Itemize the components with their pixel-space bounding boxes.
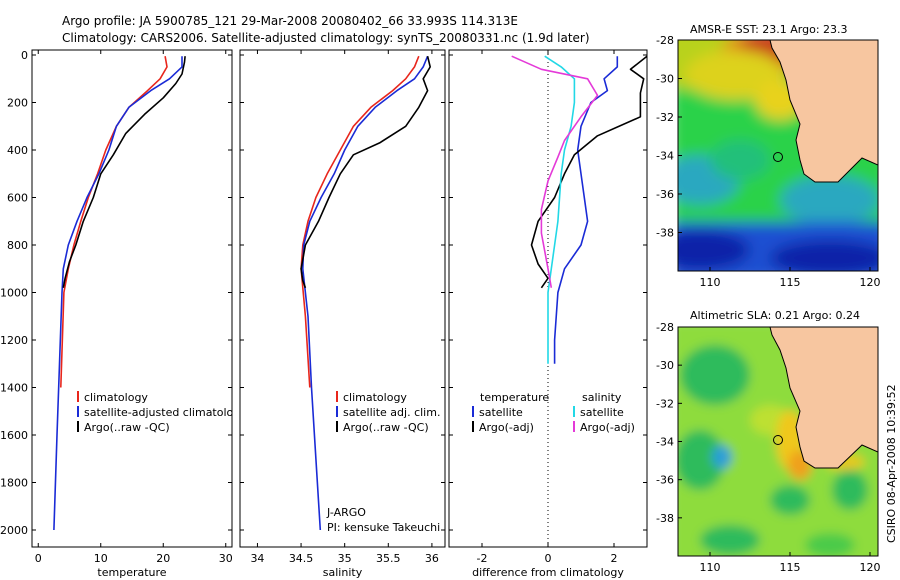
sst-float-marker: [773, 152, 783, 162]
sst-map-xtick-label: 110: [700, 276, 721, 289]
salinity-series-line-2: [300, 56, 432, 289]
sla-coastline: [769, 327, 878, 469]
sst-map-ytick-label: -30: [656, 73, 674, 86]
salinity-series-line-1: [301, 55, 429, 531]
sla-map-ytick-label: -38: [656, 512, 674, 525]
sst-coastline: [769, 40, 878, 183]
salinity-xtick-label: 35.5: [376, 552, 401, 565]
salinity-plot-frame: [239, 49, 446, 548]
sla-map-ytick-label: -32: [656, 397, 674, 410]
sal-satellite-legend-label: satellite: [580, 406, 624, 419]
satellite-adjusted-legend-label: satellite-adjusted climatology: [84, 406, 247, 419]
depth-ytick-label: 1000: [0, 287, 28, 300]
title-line-1: Argo profile: JA 5900785_121 29-Mar-2008…: [62, 14, 518, 28]
sst-map-axes: 110 115 120 -28 -30 -32 -34 -36 -38: [656, 34, 880, 289]
difference-series-line-2: [544, 55, 576, 364]
temperature-xtick-label: 0: [35, 552, 42, 565]
title-line-2: Climatology: CARS2006. Satellite-adjuste…: [62, 31, 590, 45]
argo-program-label: J-ARGO: [326, 506, 366, 519]
salinity-xtick-label: 34: [250, 552, 264, 565]
depth-ytick-label: 200: [7, 97, 28, 110]
climatology-legend-label: climatology: [343, 391, 407, 404]
legend-header-temperature: temperature: [480, 391, 549, 404]
climatology-legend-label: climatology: [84, 391, 148, 404]
temp-argo-legend-label: Argo(-adj): [479, 421, 534, 434]
sst-map-xtick-label: 120: [860, 276, 881, 289]
argo-legend-label: Argo(..raw -QC): [84, 421, 170, 434]
sla-map-ytick-label: -36: [656, 474, 674, 487]
sst-map: [678, 40, 878, 271]
depth-ytick-label: 1600: [0, 429, 28, 442]
temperature-plot-frame: [31, 49, 233, 548]
sla-map-xtick-label: 120: [860, 561, 881, 574]
depth-ytick-label: 400: [7, 144, 28, 157]
temperature-xtick-label: 30: [219, 552, 233, 565]
legend-header-salinity: salinity: [582, 391, 622, 404]
salinity-series-group: [300, 55, 432, 531]
sla-map-title: Altimetric SLA: 0.21 Argo: 0.24: [690, 309, 860, 322]
difference-xtick-label: 0: [545, 552, 552, 565]
sst-map-ytick-label: -32: [656, 111, 674, 124]
sla-float-marker: [773, 435, 783, 445]
depth-ytick-label: 1200: [0, 334, 28, 347]
depth-ytick-label: 2000: [0, 524, 28, 537]
difference-xtick-label: -2: [477, 552, 488, 565]
sst-map-xtick-label: 115: [780, 276, 801, 289]
temperature-xtick-label: 10: [94, 552, 108, 565]
sst-land: [770, 40, 878, 182]
sst-map-ytick-label: -36: [656, 188, 674, 201]
depth-ytick-label: 1800: [0, 477, 28, 490]
difference-series-line-0: [553, 56, 619, 364]
difference-xlabel: difference from climatology: [472, 566, 624, 579]
salinity-xtick-label: 34.5: [289, 552, 314, 565]
sla-map-axes: 110 115 120 -28 -30 -32 -34 -36 -38: [656, 321, 880, 574]
salinity-xlabel: salinity: [323, 566, 363, 579]
sst-map-ytick-label: -28: [656, 34, 674, 47]
difference-xtick-label: 2: [611, 552, 618, 565]
salinity-legend: climatology satellite adj. clim. Argo(..ra…: [336, 391, 440, 434]
sla-field: [678, 327, 878, 556]
temperature-legend: climatology satellite-adjusted climatolog…: [77, 391, 247, 434]
temp-satellite-legend-label: satellite: [479, 406, 523, 419]
sla-map-ytick-label: -34: [656, 436, 674, 449]
satellite-adj-legend-label: satellite adj. clim.: [343, 406, 440, 419]
temperature-series-line-1: [53, 56, 183, 531]
depth-ytick-label: 1400: [0, 382, 28, 395]
sla-map-ytick-label: -28: [656, 321, 674, 334]
temperature-xlabel: temperature: [97, 566, 166, 579]
sla-map: [678, 327, 878, 556]
sla-land: [770, 327, 878, 468]
salinity-xtick-label: 36: [425, 552, 439, 565]
side-timestamp-label: CSIRO 08-Apr-2008 10:39:52: [885, 384, 898, 543]
depth-ytick-label: 800: [7, 239, 28, 252]
depth-ytick-label: 0: [21, 49, 28, 62]
argo-legend-label: Argo(..raw -QC): [343, 421, 429, 434]
difference-series-group: [511, 55, 647, 364]
difference-series-line-1: [530, 55, 647, 289]
temperature-series-line-2: [62, 56, 186, 288]
salinity-plot: 34 34.5 35 35.5 36 salinity climatology satelli…: [240, 50, 445, 579]
sst-map-ytick-label: -38: [656, 227, 674, 240]
sla-map-xtick-label: 115: [780, 561, 801, 574]
sla-map-ytick-label: -30: [656, 359, 674, 372]
difference-legend: temperature salinity satellite Argo(-adj) sa…: [472, 391, 635, 434]
difference-series-line-3: [511, 55, 599, 288]
depth-ytick-label: 600: [7, 192, 28, 205]
temperature-series-group: [53, 56, 186, 531]
sst-map-ytick-label: -34: [656, 150, 674, 163]
pi-name-label: PI: kensuke Takeuchi: [327, 521, 440, 534]
salinity-xtick-label: 35: [338, 552, 352, 565]
sst-map-title: AMSR-E SST: 23.1 Argo: 23.3: [690, 23, 848, 36]
temperature-plot: 0 10 20 30 0 200 400 600 800 1000 1200 1400 1600 1800…: [0, 49, 247, 579]
sal-argo-legend-label: Argo(-adj): [580, 421, 635, 434]
temperature-xtick-label: 20: [156, 552, 170, 565]
sla-map-xtick-label: 110: [700, 561, 721, 574]
